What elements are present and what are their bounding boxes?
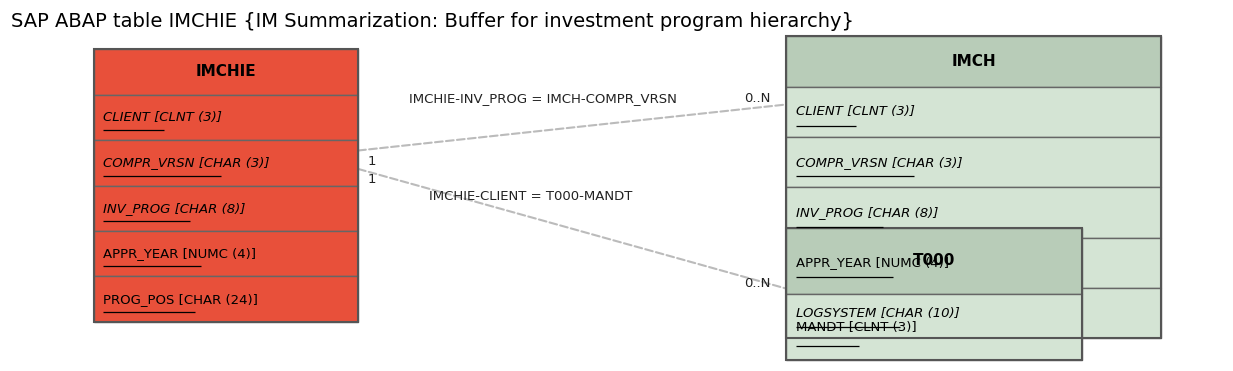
Bar xyxy=(787,187,1161,238)
Text: INV_PROG [CHAR (8)]: INV_PROG [CHAR (8)] xyxy=(104,202,245,215)
Bar xyxy=(787,228,1081,294)
Bar xyxy=(787,238,1161,288)
Bar xyxy=(94,95,358,140)
Bar xyxy=(787,294,1081,360)
Bar xyxy=(94,186,358,231)
Text: LOGSYSTEM [CHAR (10)]: LOGSYSTEM [CHAR (10)] xyxy=(797,307,959,320)
Text: CLIENT [CLNT (3)]: CLIENT [CLNT (3)] xyxy=(797,105,915,118)
Text: IMCHIE-CLIENT = T000-MANDT: IMCHIE-CLIENT = T000-MANDT xyxy=(429,190,633,203)
Bar xyxy=(94,276,358,322)
Bar xyxy=(787,228,1081,360)
Text: 1: 1 xyxy=(367,155,376,168)
Text: APPR_YEAR [NUMC (4)]: APPR_YEAR [NUMC (4)] xyxy=(104,247,256,260)
Bar xyxy=(787,288,1161,338)
Bar xyxy=(94,140,358,186)
Text: INV_PROG [CHAR (8)]: INV_PROG [CHAR (8)] xyxy=(797,206,938,219)
Text: 1: 1 xyxy=(367,174,376,187)
Text: 0..N: 0..N xyxy=(743,276,771,290)
Text: CLIENT [CLNT (3)]: CLIENT [CLNT (3)] xyxy=(104,111,222,124)
Text: T000: T000 xyxy=(912,253,956,269)
Text: APPR_YEAR [NUMC (4)]: APPR_YEAR [NUMC (4)] xyxy=(797,256,949,269)
Text: 0..N: 0..N xyxy=(743,92,771,105)
Bar xyxy=(787,36,1161,87)
Bar xyxy=(94,49,358,95)
Text: COMPR_VRSN [CHAR (3)]: COMPR_VRSN [CHAR (3)] xyxy=(104,156,270,169)
Bar xyxy=(787,87,1161,137)
Bar xyxy=(787,36,1161,338)
Text: MANDT [CLNT (3)]: MANDT [CLNT (3)] xyxy=(797,321,917,334)
Bar xyxy=(787,137,1161,187)
Text: IMCHIE: IMCHIE xyxy=(196,65,256,79)
Bar xyxy=(94,49,358,322)
Text: COMPR_VRSN [CHAR (3)]: COMPR_VRSN [CHAR (3)] xyxy=(797,156,963,169)
Text: SAP ABAP table IMCHIE {IM Summarization: Buffer for investment program hierarchy: SAP ABAP table IMCHIE {IM Summarization:… xyxy=(11,13,854,32)
Text: IMCHIE-INV_PROG = IMCH-COMPR_VRSN: IMCHIE-INV_PROG = IMCH-COMPR_VRSN xyxy=(409,92,677,105)
Text: IMCH: IMCH xyxy=(952,54,996,69)
Bar xyxy=(94,231,358,276)
Text: PROG_POS [CHAR (24)]: PROG_POS [CHAR (24)] xyxy=(104,293,259,306)
